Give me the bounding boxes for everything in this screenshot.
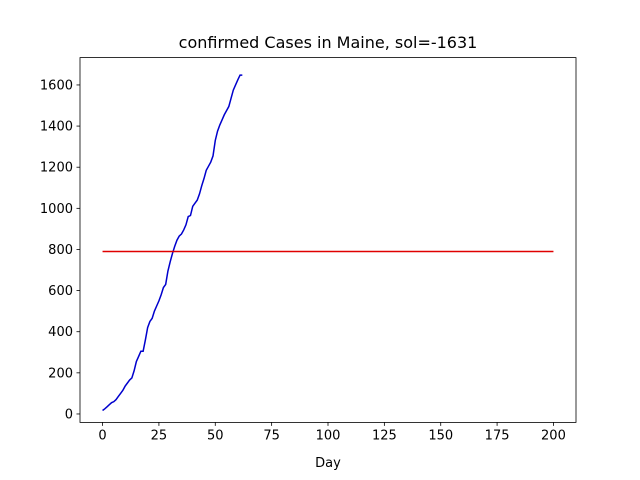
x-tick-label: 175 [485, 428, 510, 443]
x-tick-label: 150 [428, 428, 453, 443]
x-tick-label: 50 [207, 428, 224, 443]
chart-title: confirmed Cases in Maine, sol=-1631 [179, 33, 478, 52]
y-tick-label: 1200 [40, 161, 73, 176]
y-tick-label: 800 [48, 243, 73, 258]
x-tick-label: 125 [372, 428, 397, 443]
x-axis-label: Day [315, 456, 341, 471]
x-tick-label: 100 [316, 428, 341, 443]
series-line [102, 74, 243, 412]
y-tick-label: 400 [48, 325, 73, 340]
y-tick-label: 1400 [40, 120, 73, 135]
x-tick-label: 75 [263, 428, 280, 443]
x-tick-label: 0 [98, 428, 106, 443]
y-tick-label: 600 [48, 284, 73, 299]
y-tick-label: 200 [48, 366, 73, 381]
y-tick-label: 1600 [40, 78, 73, 93]
x-tick-label: 200 [541, 428, 566, 443]
plot-frame [79, 57, 577, 423]
y-tick-label: 1000 [40, 202, 73, 217]
x-tick-label: 25 [151, 428, 168, 443]
y-tick-label: 0 [65, 407, 73, 422]
